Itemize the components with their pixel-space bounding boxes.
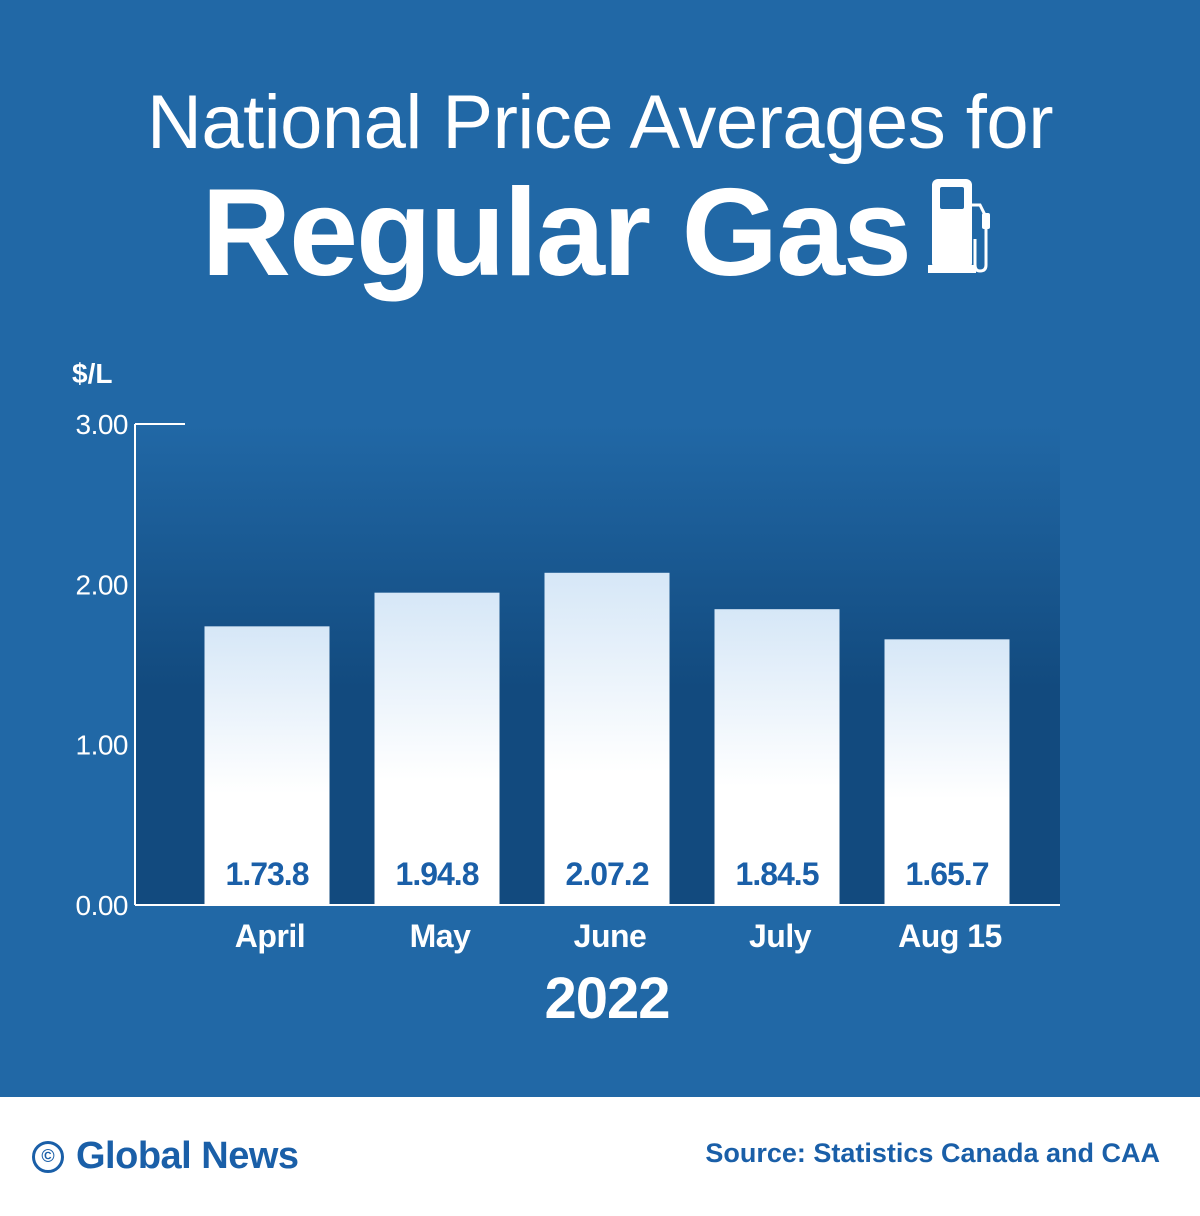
bar-june xyxy=(544,572,670,905)
data-label: 1.73.8 xyxy=(226,856,309,892)
x-tick-label: May xyxy=(410,918,471,954)
y-tick-label: 3.00 xyxy=(76,409,129,440)
data-label: 2.07.2 xyxy=(566,856,649,892)
y-tick-label: 0.00 xyxy=(76,890,129,921)
y-axis-label: $/L xyxy=(72,358,112,389)
footer: © Global News Source: Statistics Canada … xyxy=(0,1097,1200,1216)
data-label: 1.84.5 xyxy=(736,856,819,892)
y-tick-label: 1.00 xyxy=(76,730,129,761)
brand: © Global News xyxy=(32,1135,299,1178)
title-line-2: Regular Gas xyxy=(201,164,912,302)
title-line-2-row: Regular Gas xyxy=(0,168,1200,298)
x-axis-label: 2022 xyxy=(544,966,669,1031)
data-label: 1.94.8 xyxy=(396,856,479,892)
source-note: Source: Statistics Canada and CAA xyxy=(705,1138,1160,1168)
bar-aug-15 xyxy=(884,639,1010,905)
brand-name: Global News xyxy=(76,1135,299,1177)
bar-july xyxy=(714,609,840,905)
copyright-icon: © xyxy=(32,1140,64,1173)
bar-april xyxy=(204,626,330,905)
x-tick-label: July xyxy=(749,918,812,954)
bar-may xyxy=(374,592,500,905)
gas-pump-icon xyxy=(928,177,998,282)
x-tick-label: June xyxy=(574,918,647,954)
y-tick-label: 2.00 xyxy=(76,569,129,600)
data-label: 1.65.7 xyxy=(906,856,989,892)
chart-panel: National Price Averages for Regular Gas xyxy=(0,0,1200,1097)
x-tick-label: April xyxy=(235,918,305,954)
title-line-1: National Price Averages for xyxy=(146,80,1054,165)
x-tick-label: Aug 15 xyxy=(898,918,1002,954)
bar-chart: 1.73.8 April 1.94.8 May 2.07.2 June 1.84.5 July… xyxy=(72,358,1060,1031)
